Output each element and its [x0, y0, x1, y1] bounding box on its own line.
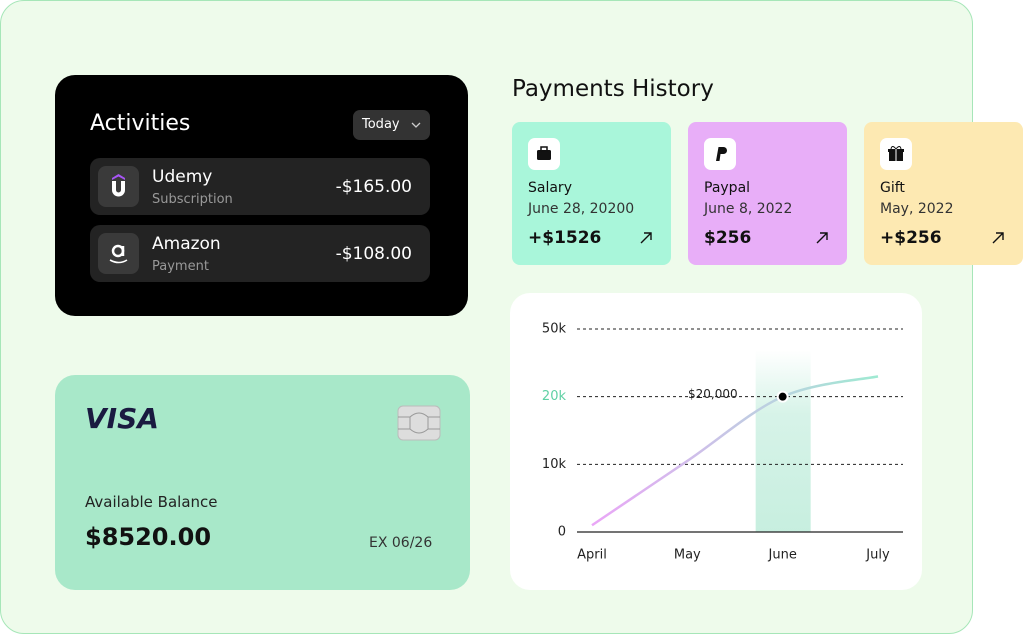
payment-card[interactable]: Salary June 28, 20200 +$1526 [512, 122, 671, 265]
arrow-icon [816, 232, 828, 244]
x-tick-label: June [768, 548, 797, 563]
highlight-band [755, 350, 811, 532]
expiry: EX 06/26 [369, 535, 433, 551]
card-brand: VISA [85, 402, 159, 435]
arrow-icon [640, 232, 652, 244]
payment-amount: +$1526 [528, 228, 602, 248]
activity-name: Udemy [152, 167, 213, 187]
chip [397, 405, 441, 441]
visa-card: VISA Available Balance $8520.00 EX 06/26 [55, 375, 470, 590]
y-tick-label: 10k [542, 457, 567, 472]
filter-label: Today [362, 117, 400, 132]
payment-name: Paypal [704, 180, 751, 196]
chevron [411, 122, 421, 128]
activity-amount: -$108.00 [335, 244, 412, 264]
arrow-icon [992, 232, 1004, 244]
payment-date: June 28, 20200 [528, 201, 635, 217]
value-label: $20,000 [688, 387, 738, 401]
point-marker [776, 390, 789, 403]
payment-name: Salary [528, 180, 572, 196]
payment-name: Gift [880, 180, 905, 196]
line [591, 375, 879, 527]
activity-kind: Payment [152, 259, 209, 274]
x-tick-label: May [674, 548, 701, 563]
chart-card: 0 10k 20k 50k April May June July $20,000 [510, 293, 922, 590]
activity-kind: Subscription [152, 192, 233, 207]
filter-dropdown[interactable]: Today [353, 110, 430, 140]
activities-card: Activities Today Udemy Subscription -$16… [55, 75, 468, 316]
payment-card[interactable]: Gift May, 2022 +$256 [864, 122, 1023, 265]
chart: 0 10k 20k 50k April May June July $20,000 [542, 322, 903, 563]
balance-label: Available Balance [85, 493, 218, 511]
y-tick-label: 50k [542, 322, 567, 337]
balance: $8520.00 [85, 523, 212, 551]
y-tick-label: 0 [558, 525, 566, 540]
activity-name: Amazon [152, 234, 221, 254]
y-tick-label: 20k [542, 389, 567, 404]
payment-icon [880, 138, 912, 170]
payment-date: June 8, 2022 [704, 201, 793, 217]
payment-amount: $256 [704, 228, 752, 248]
udemy-icon [98, 166, 139, 207]
x-tick-label: April [577, 548, 607, 563]
payment-icon [528, 138, 560, 170]
payment-amount: +$256 [880, 228, 942, 248]
payments-title: Payments History [512, 76, 714, 102]
activity-row[interactable]: Amazon Payment -$108.00 [90, 225, 430, 282]
payment-card[interactable]: Paypal June 8, 2022 $256 [688, 122, 847, 265]
x-tick-label: July [865, 548, 890, 563]
payment-icon [704, 138, 736, 170]
activity-row[interactable]: Udemy Subscription -$165.00 [90, 158, 430, 215]
activity-amount: -$165.00 [335, 177, 412, 197]
payment-date: May, 2022 [880, 201, 954, 217]
amazon-icon [98, 233, 139, 274]
activities-title: Activities [90, 111, 191, 136]
